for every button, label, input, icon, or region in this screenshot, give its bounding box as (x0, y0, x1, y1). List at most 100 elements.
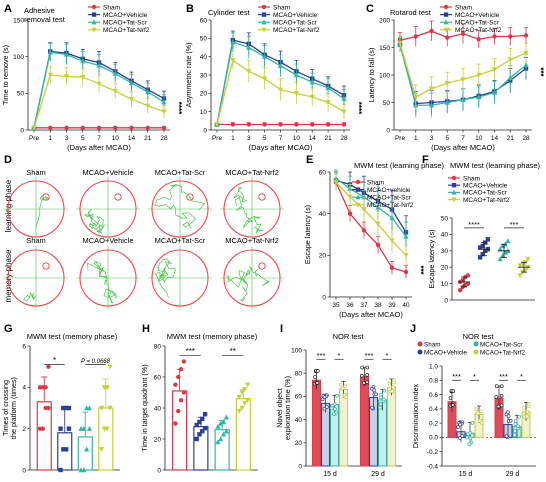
scatter-point (43, 385, 48, 390)
scatter-point (178, 398, 184, 403)
scatter-point (508, 419, 513, 423)
y-tick-label: 200 (379, 17, 390, 24)
scatter-point (379, 392, 383, 397)
data-point (325, 100, 331, 106)
scatter-point (378, 405, 383, 410)
scatter-point (200, 416, 205, 422)
y-tick-label: 0 (386, 127, 390, 134)
scatter-point (104, 426, 110, 432)
legend-marker (355, 179, 361, 185)
scatter-point (239, 405, 245, 411)
legend-marker (417, 341, 423, 347)
data-point (128, 80, 135, 86)
scatter-point (86, 425, 93, 431)
scatter-point (315, 381, 320, 385)
significance-marker: ** (230, 347, 236, 356)
scatter-point (517, 273, 523, 279)
scatter-point (494, 395, 499, 399)
scatter-point (378, 402, 383, 406)
scatter-point (218, 420, 224, 426)
data-point (246, 69, 252, 75)
scatter-point (338, 382, 343, 387)
scatter-point (387, 381, 392, 386)
legend-marker (261, 27, 267, 33)
scatter-point (513, 429, 517, 434)
y-tick-label: 0.4 (429, 406, 438, 413)
significance-marker: *** (416, 265, 425, 275)
scatter-point (84, 446, 90, 452)
y-tick-label: 0.0 (429, 435, 438, 442)
x-tick-label: 28 (522, 135, 530, 142)
x-axis-title: (Days after MCAO) (339, 310, 403, 319)
data-point (445, 35, 450, 40)
legend-label: Sham (455, 4, 472, 11)
scatter-point (176, 374, 181, 380)
y-tick-label: 60 (154, 374, 162, 381)
legend-marker (355, 202, 361, 208)
y-tick-label: 60 (200, 17, 208, 24)
scatter-point (391, 385, 395, 390)
pool-circle (223, 180, 281, 238)
platform-circle (42, 193, 50, 201)
y-axis-title: Asymmetric rate (%) (184, 42, 193, 107)
x-tick-label: 3 (247, 135, 251, 142)
scatter-point (516, 424, 521, 429)
scatter-point (499, 393, 504, 398)
scatter-point (365, 365, 370, 370)
scatter-point (465, 281, 471, 286)
scatter-point (390, 389, 395, 393)
data-point (361, 207, 367, 213)
scatter-point (524, 414, 529, 419)
platform-circle (258, 193, 266, 201)
y-axis-title: Discrimination index (411, 383, 420, 448)
scatter-point (485, 237, 491, 242)
scatter-point (239, 390, 245, 396)
pool-circle (151, 180, 209, 238)
scatter-point (322, 406, 327, 411)
legend-label: MCAO+Tat-Scr (480, 341, 523, 348)
significance-marker: *** (499, 372, 508, 381)
data-point (145, 89, 151, 95)
y-tick-label: 80 (154, 343, 162, 350)
y-axis-title-line1: Times of crossing (1, 380, 10, 436)
pool-circle (151, 249, 209, 307)
panel-letter-F: F (422, 154, 429, 166)
y-axis-title: Time in target quadrant (%) (140, 364, 149, 451)
scatter-point (362, 381, 366, 385)
legend-label: Sham (273, 4, 290, 11)
scatter-point (244, 398, 251, 404)
data-point (460, 31, 466, 36)
scatter-point (220, 431, 227, 437)
data-point (230, 122, 236, 127)
data-point (508, 34, 513, 39)
scatter-point (181, 390, 187, 395)
data-point (129, 125, 134, 130)
panel-D-swim-paths (4, 177, 284, 310)
data-point (47, 49, 53, 55)
scatter-point (479, 420, 484, 425)
group-label: 29 d (506, 471, 520, 478)
data-point (246, 44, 252, 50)
x-tick-label: Pre (212, 135, 223, 142)
bar (77, 436, 93, 471)
data-point (161, 125, 167, 130)
data-point (341, 122, 347, 127)
swim-path (233, 187, 264, 234)
panel-G-bar-chart: 0 2 4 6 Times of crossing the platform (times… (1, 343, 120, 474)
swim-path (83, 208, 106, 234)
scatter-point (223, 428, 229, 434)
data-point (507, 57, 513, 63)
scatter-point (335, 393, 339, 398)
scatter-point (497, 246, 503, 252)
y-tick-label: 20 (441, 265, 449, 272)
data-point (309, 94, 315, 100)
data-point (161, 99, 167, 105)
y-tick-label: 30 (200, 72, 208, 79)
y-tick-label: 50 (441, 215, 449, 222)
legend-marker (91, 27, 97, 33)
y-tick-label: 2 (22, 426, 26, 433)
significance-marker: * (520, 372, 523, 381)
bar (321, 402, 330, 467)
y-tick-label: 40 (154, 405, 162, 412)
y-tick-label: 0 (157, 467, 161, 474)
